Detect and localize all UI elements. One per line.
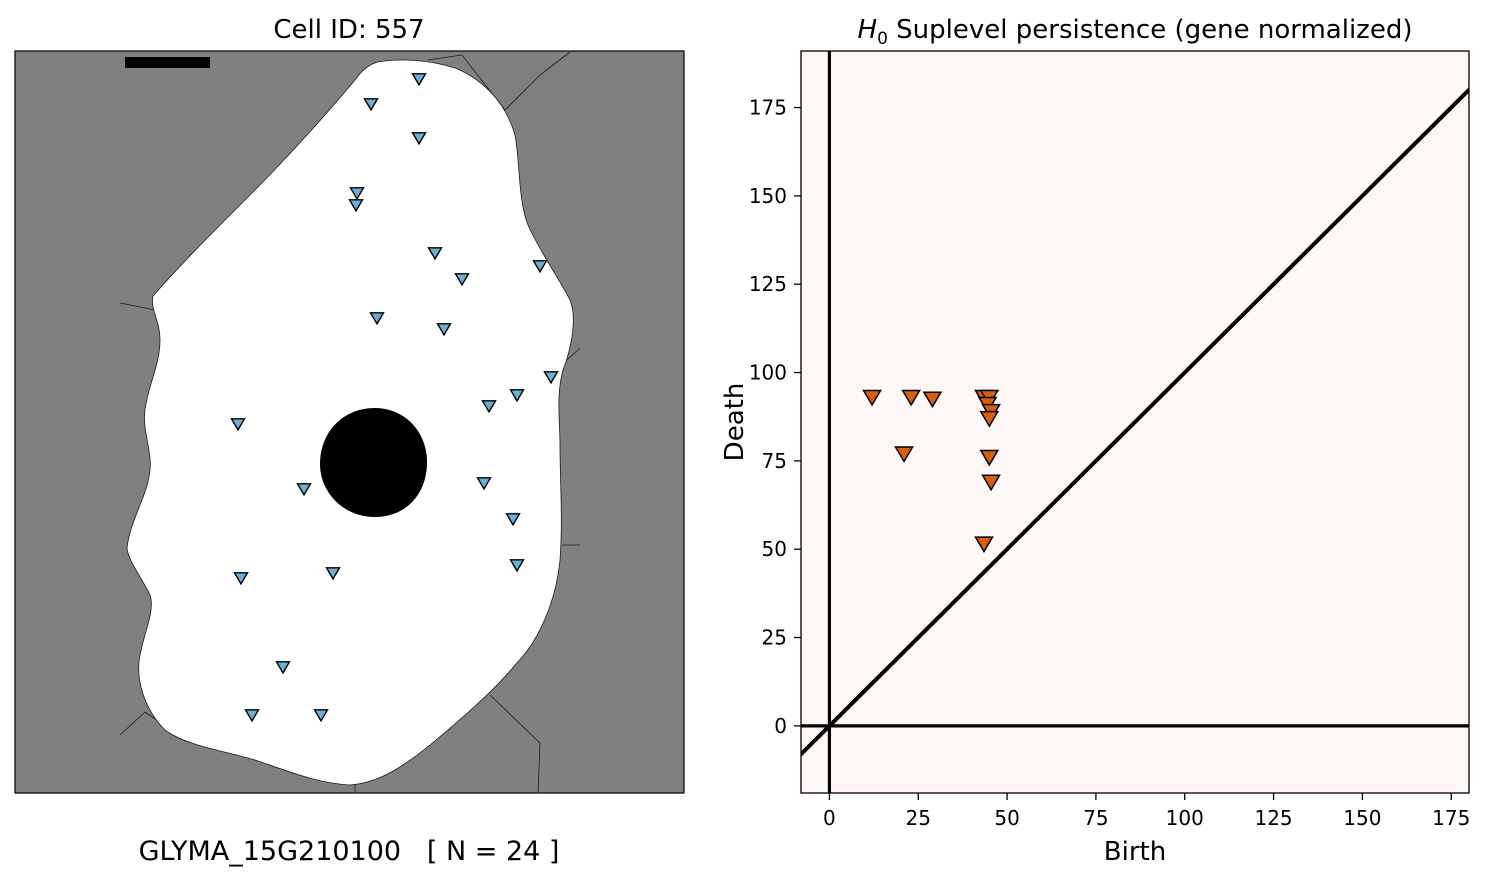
transcript-marker xyxy=(476,477,492,491)
transcript-marker xyxy=(275,661,291,675)
persistence-point xyxy=(981,474,1001,492)
persistence-point xyxy=(979,449,1000,467)
y-tick-label: 75 xyxy=(762,449,787,473)
persistence-point xyxy=(862,389,882,407)
x-tick-label: 0 xyxy=(823,806,836,830)
nucleus xyxy=(320,408,427,517)
transcript-marker xyxy=(230,418,246,432)
diagonal-line xyxy=(801,87,1469,757)
y-tick-label: 100 xyxy=(749,361,787,385)
transcript-marker xyxy=(233,572,249,586)
y-tick-label: 150 xyxy=(749,184,787,208)
y-tick-label: 125 xyxy=(749,272,787,296)
persistence-panel: H0 Suplevel persistence (gene normalized… xyxy=(720,15,1470,867)
cell-title: Cell ID: 557 xyxy=(273,15,424,45)
transcript-marker xyxy=(349,187,365,201)
transcript-marker xyxy=(369,312,385,326)
persistence-point xyxy=(922,391,943,409)
chart-title-prefix: H xyxy=(858,15,878,45)
chart-title-suffix: Suplevel persistence (gene normalized) xyxy=(888,15,1413,45)
y-axis-ticks: 0 25 50 75 100 125 150 175 xyxy=(749,96,801,738)
transcript-marker xyxy=(325,567,341,581)
persistence-points xyxy=(862,389,1001,554)
x-tick-label: 25 xyxy=(906,806,931,830)
transcript-marker xyxy=(427,247,443,261)
transcript-marker xyxy=(296,483,312,497)
x-tick-label: 75 xyxy=(1083,806,1108,830)
transcript-marker xyxy=(543,371,559,385)
persistence-point xyxy=(979,410,1000,428)
transcript-marker xyxy=(436,323,452,337)
gene-caption: GLYMA_15G210100 [ N = 24 ] xyxy=(139,836,560,867)
transcript-marker xyxy=(509,559,525,573)
transcript-markers xyxy=(230,73,559,723)
persistence-point xyxy=(901,389,921,407)
persistence-point xyxy=(974,536,994,554)
y-tick-label: 50 xyxy=(762,537,787,561)
transcript-marker xyxy=(454,273,470,287)
transcript-marker xyxy=(363,98,379,112)
transcript-marker xyxy=(313,709,329,723)
x-tick-label: 150 xyxy=(1343,806,1381,830)
reference-lines xyxy=(801,51,1469,793)
y-tick-label: 175 xyxy=(749,96,787,120)
chart-title: H0 Suplevel persistence (gene normalized… xyxy=(858,15,1413,49)
plot-frame xyxy=(800,50,1470,794)
transcript-marker xyxy=(509,389,525,403)
x-tick-label: 175 xyxy=(1432,806,1470,830)
x-axis-label: Birth xyxy=(1104,837,1166,867)
x-axis-ticks: 0 25 50 75 100 125 150 175 xyxy=(823,793,1470,830)
x-tick-label: 100 xyxy=(1166,806,1204,830)
y-axis-label: Death xyxy=(720,383,750,462)
y-tick-label: 25 xyxy=(762,626,787,650)
transcript-marker xyxy=(348,199,364,213)
y-tick-label: 0 xyxy=(774,714,787,738)
transcript-marker xyxy=(411,132,427,146)
transcript-marker xyxy=(505,513,521,527)
cell-panel: Cell ID: 557 GLYMA_15G210100 [ N = 24 ] xyxy=(14,15,685,867)
x-tick-label: 125 xyxy=(1254,806,1292,830)
x-tick-label: 50 xyxy=(994,806,1019,830)
transcript-marker xyxy=(411,73,427,87)
scale-bar xyxy=(125,57,210,68)
chart-title-subscript: 0 xyxy=(877,29,888,49)
persistence-point xyxy=(894,446,914,463)
transcript-marker xyxy=(481,400,497,414)
transcript-marker xyxy=(244,709,260,723)
transcript-marker xyxy=(532,260,548,274)
